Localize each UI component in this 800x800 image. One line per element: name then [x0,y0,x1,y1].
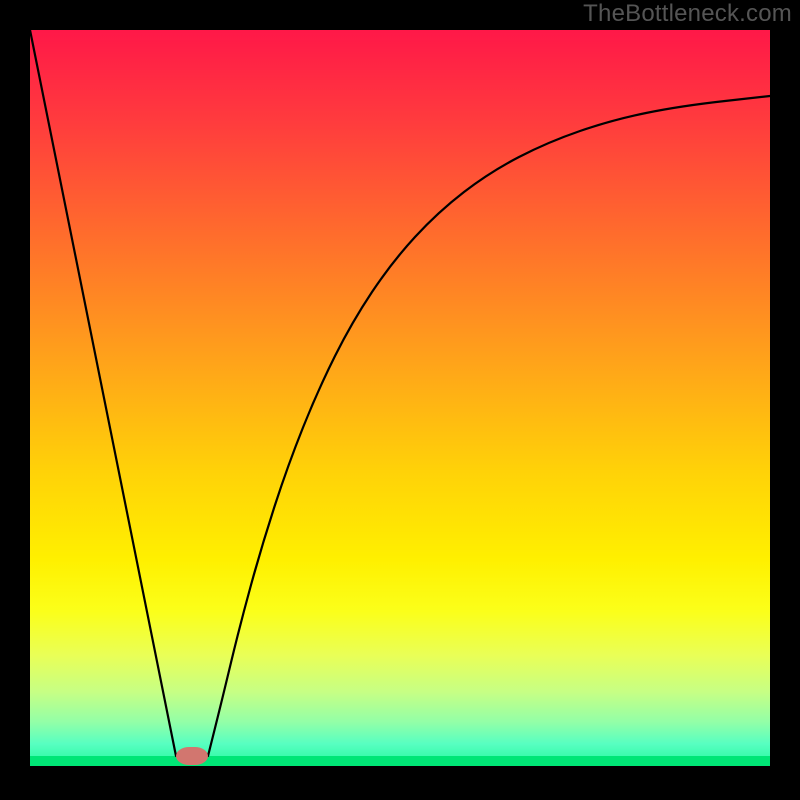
bottleneck-curve [0,0,800,800]
watermark-text: TheBottleneck.com [583,0,792,28]
valley-marker [176,747,208,765]
chart-root: TheBottleneck.com [0,0,800,800]
